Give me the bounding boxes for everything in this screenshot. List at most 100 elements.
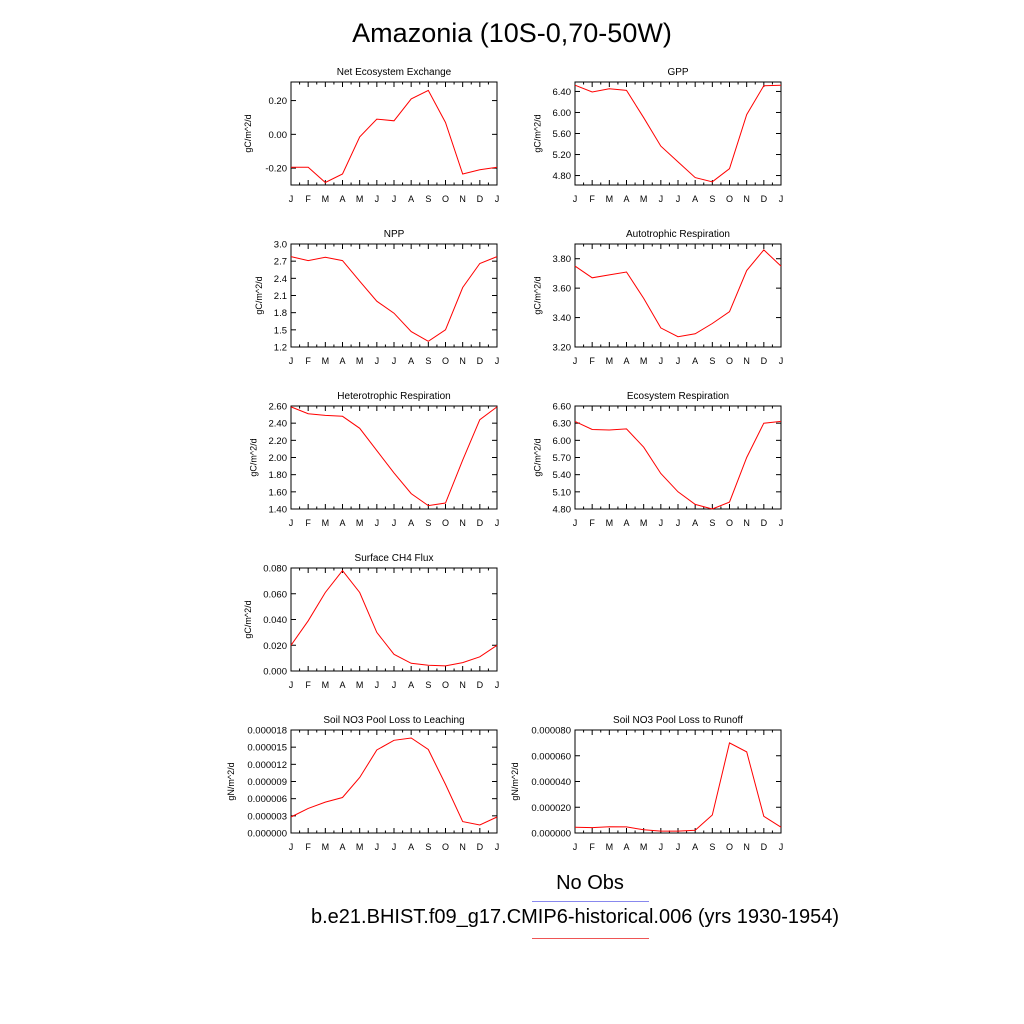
x-tick-label: J: [375, 356, 380, 366]
x-tick-label: M: [606, 518, 614, 528]
x-tick-label: S: [709, 518, 715, 528]
y-axis-label: gC/m^2/d: [533, 114, 543, 152]
y-tick-label: 3.20: [553, 343, 572, 354]
x-tick-label: S: [425, 356, 431, 366]
x-tick-label: M: [606, 842, 614, 852]
x-tick-label: J: [659, 194, 664, 204]
y-tick-label: 0.000080: [531, 726, 571, 737]
x-tick-label: N: [743, 842, 750, 852]
y-tick-label: 2.4: [274, 274, 287, 285]
panel-title: Soil NO3 Pool Loss to Leaching: [323, 715, 464, 726]
y-tick-label: 0.000020: [531, 803, 571, 814]
x-tick-label: M: [322, 842, 330, 852]
x-tick-label: J: [573, 842, 578, 852]
x-tick-label: D: [477, 680, 484, 690]
x-tick-label: D: [761, 194, 768, 204]
x-tick-label: J: [495, 356, 500, 366]
x-tick-label: M: [606, 356, 614, 366]
y-tick-label: 4.80: [553, 171, 572, 182]
x-tick-label: F: [305, 194, 311, 204]
x-tick-label: A: [623, 842, 629, 852]
x-tick-label: A: [408, 518, 414, 528]
x-tick-label: M: [356, 680, 364, 690]
x-tick-label: D: [477, 842, 484, 852]
y-tick-label: 6.60: [553, 402, 572, 413]
y-tick-label: 0.060: [263, 589, 287, 600]
y-axis-label: gC/m^2/d: [243, 114, 253, 152]
y-tick-label: 0.000000: [247, 829, 287, 840]
series-line: [291, 89, 498, 184]
y-axis-label: gN/m^2/d: [510, 762, 520, 800]
x-tick-label: M: [322, 680, 330, 690]
y-tick-label: 5.60: [553, 129, 572, 140]
x-tick-label: F: [305, 680, 311, 690]
x-tick-label: O: [442, 842, 449, 852]
x-tick-label: J: [495, 194, 500, 204]
y-tick-label: 2.60: [269, 402, 288, 413]
y-tick-label: 0.040: [263, 615, 287, 626]
x-tick-label: J: [573, 518, 578, 528]
x-tick-label: S: [425, 842, 431, 852]
x-tick-label: J: [289, 518, 294, 528]
panel-title: Net Ecosystem Exchange: [337, 67, 452, 78]
x-tick-label: J: [392, 194, 397, 204]
x-tick-label: J: [392, 356, 397, 366]
panel-title: Surface CH4 Flux: [355, 553, 434, 564]
x-tick-label: J: [392, 842, 397, 852]
x-tick-label: N: [743, 194, 750, 204]
x-tick-label: A: [623, 518, 629, 528]
x-tick-label: O: [726, 518, 733, 528]
y-tick-label: 5.10: [553, 487, 572, 498]
y-tick-label: 5.70: [553, 453, 572, 464]
x-tick-label: J: [779, 518, 784, 528]
y-tick-label: 1.40: [269, 505, 288, 516]
x-tick-label: J: [495, 518, 500, 528]
y-tick-label: 1.5: [274, 325, 287, 336]
x-tick-label: M: [640, 842, 648, 852]
x-tick-label: M: [640, 356, 648, 366]
y-tick-label: 6.00: [553, 436, 572, 447]
plot-frame: [574, 729, 782, 834]
x-tick-label: A: [339, 518, 345, 528]
series-line: [574, 84, 782, 183]
x-tick-label: J: [573, 356, 578, 366]
y-tick-label: 3.40: [553, 313, 572, 324]
x-tick-label: A: [339, 194, 345, 204]
x-tick-label: D: [761, 356, 768, 366]
x-tick-label: S: [709, 356, 715, 366]
plot-frame: [574, 243, 782, 348]
y-axis-label: gC/m^2/d: [249, 438, 259, 476]
x-tick-label: M: [322, 194, 330, 204]
y-tick-label: 0.000012: [247, 760, 287, 771]
x-tick-label: F: [589, 356, 595, 366]
x-tick-label: D: [761, 842, 768, 852]
y-tick-label: 6.00: [553, 108, 572, 119]
x-tick-label: N: [459, 842, 466, 852]
x-tick-label: J: [375, 518, 380, 528]
series-line: [290, 569, 498, 667]
x-tick-label: M: [356, 518, 364, 528]
y-tick-label: 0.000003: [247, 811, 287, 822]
y-tick-label: 1.60: [269, 487, 288, 498]
x-tick-label: J: [289, 842, 294, 852]
plot-frame: [290, 729, 498, 834]
x-tick-label: J: [375, 194, 380, 204]
x-tick-label: J: [779, 356, 784, 366]
x-tick-label: D: [477, 356, 484, 366]
x-tick-label: J: [495, 842, 500, 852]
x-tick-label: J: [676, 356, 681, 366]
x-tick-label: O: [726, 356, 733, 366]
plot-frame: [574, 81, 782, 186]
y-tick-label: 2.00: [269, 453, 288, 464]
y-tick-label: 1.2: [274, 343, 287, 354]
x-tick-label: N: [459, 194, 466, 204]
x-tick-label: J: [676, 194, 681, 204]
